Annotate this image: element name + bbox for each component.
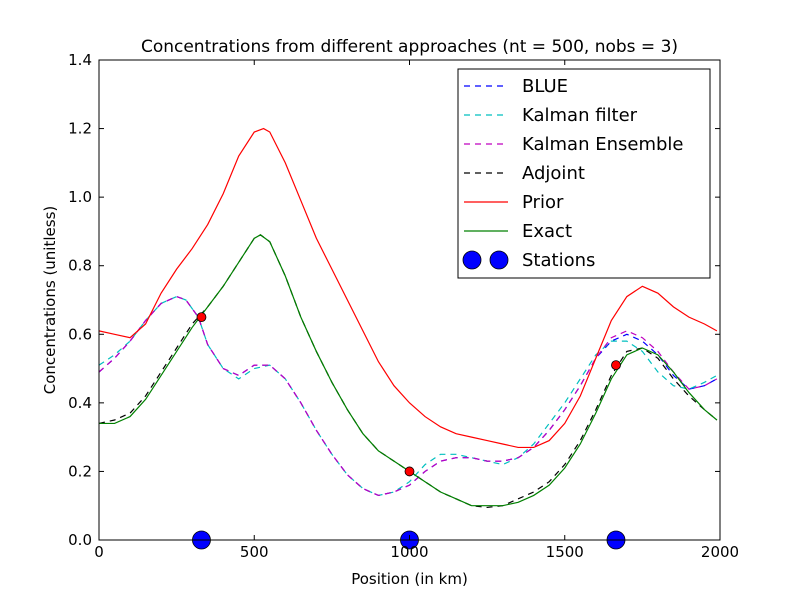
- y-tick-label-2: 0.4: [68, 394, 92, 412]
- x-axis-label: Position (in km): [351, 570, 468, 588]
- legend-label-2: Kalman Ensemble: [522, 134, 683, 155]
- y-tick-label-1: 0.2: [68, 462, 92, 480]
- x-axis: 0 500 1000 1500 2000: [94, 60, 739, 561]
- y-tick-label-7: 1.4: [68, 51, 92, 69]
- legend-label-3: Adjoint: [522, 163, 585, 184]
- legend-label-4: Prior: [522, 192, 564, 213]
- series-line-4: [98, 127, 718, 449]
- y-tick-label-0: 0.0: [68, 531, 92, 549]
- legend-swatch-station-b: [489, 250, 509, 270]
- legend: BLUE Kalman filter Kalman Ensemble Adjoint P…: [457, 68, 711, 279]
- legend-label-1: Kalman filter: [522, 105, 638, 126]
- y-tick-label-3: 0.6: [68, 325, 92, 343]
- chart-title: Concentrations from different approaches…: [141, 37, 678, 57]
- y-axis: 0.0 0.2 0.4 0.6 0.8 1.0 1.2 1.4: [68, 51, 720, 549]
- y-tick-label-6: 1.2: [68, 120, 92, 138]
- x-tick-label-1: 500: [240, 543, 269, 561]
- series-line-5: [99, 234, 718, 507]
- legend-label-0: BLUE: [522, 76, 568, 97]
- x-tick-label-4: 2000: [701, 543, 739, 561]
- observation-point-0: [196, 312, 207, 323]
- x-tick-label-3: 1500: [546, 543, 584, 561]
- legend-label-5: Exact: [522, 221, 572, 242]
- x-tick-label-2: 1000: [390, 543, 428, 561]
- series-line-2: [98, 295, 718, 497]
- observations-layer: [196, 312, 621, 477]
- y-tick-label-5: 1.0: [68, 188, 92, 206]
- observation-point-1: [404, 466, 415, 477]
- legend-swatch-station-a: [462, 250, 482, 270]
- y-tick-label-4: 0.8: [68, 257, 92, 275]
- y-axis-label: Concentrations (unitless): [41, 206, 59, 395]
- observation-point-2: [611, 360, 621, 371]
- series-layer: [98, 127, 718, 509]
- x-tick-label-0: 0: [94, 543, 104, 561]
- legend-label-6: Stations: [522, 250, 595, 271]
